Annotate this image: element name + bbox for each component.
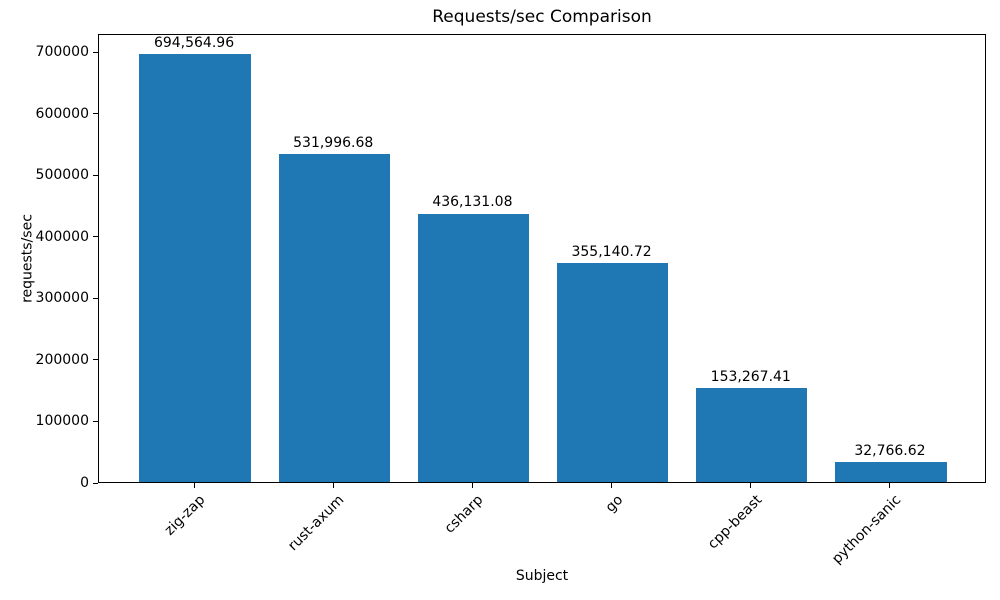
bar-value-label: 153,267.41 [710, 368, 791, 385]
y-tick-mark [93, 420, 98, 422]
x-axis-label: Subject [515, 568, 569, 584]
bar-cpp-beast [696, 387, 808, 482]
bar-value-label: 694,564.96 [153, 35, 235, 52]
bar-value-label: 531,996.68 [293, 135, 374, 152]
x-tick-mark [193, 483, 195, 488]
bar-csharp [417, 213, 530, 482]
bar-value-label: 355,140.72 [571, 244, 652, 261]
y-tick-label: 200000 [35, 351, 89, 368]
bar-python-sanic [835, 461, 947, 482]
x-tick-mark [332, 483, 334, 488]
y-tick-label: 100000 [35, 413, 89, 430]
y-tick-mark [93, 236, 98, 238]
bar-go [556, 263, 669, 482]
bar-value-label: 32,766.62 [854, 442, 926, 459]
y-axis-label: requests/sec [19, 214, 36, 303]
y-tick-mark [93, 359, 98, 361]
y-tick-mark [93, 113, 98, 115]
y-tick-mark [93, 482, 98, 484]
y-tick-label: 400000 [35, 228, 89, 245]
y-tick-mark [93, 51, 98, 53]
y-tick-label: 0 [80, 475, 89, 491]
chart-title: Requests/sec Comparison [432, 7, 652, 27]
y-tick-label: 500000 [35, 167, 89, 184]
y-tick-label: 600000 [35, 105, 89, 122]
y-tick-mark [93, 174, 98, 176]
x-tick-mark [750, 483, 752, 488]
bar-rust-axum [278, 154, 390, 482]
plot-area [98, 34, 986, 483]
x-tick-mark [611, 483, 613, 488]
x-tick-mark [471, 483, 473, 488]
y-tick-label: 700000 [35, 44, 89, 61]
bar-value-label: 436,131.08 [432, 194, 513, 211]
y-tick-mark [93, 297, 98, 299]
y-tick-label: 300000 [35, 290, 89, 307]
bar-zig-zap [139, 54, 251, 482]
x-tick-mark [889, 483, 891, 488]
